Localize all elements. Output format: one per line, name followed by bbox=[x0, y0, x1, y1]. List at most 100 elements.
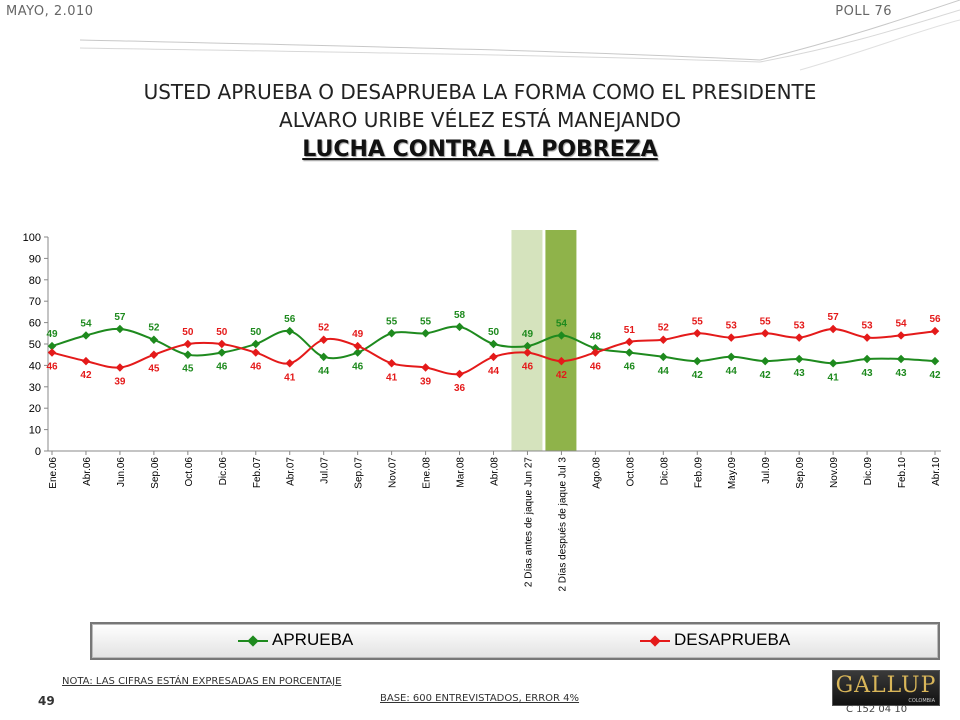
legend-aprueba-label: APRUEBA bbox=[272, 630, 354, 649]
x-tick-label: 2 Días después de jaque Jul 3 bbox=[557, 457, 568, 592]
data-point-desaprueba bbox=[251, 348, 261, 357]
data-point-desaprueba bbox=[455, 369, 464, 379]
data-label-desaprueba: 50 bbox=[216, 327, 228, 338]
data-label-aprueba: 46 bbox=[216, 362, 228, 373]
data-point-aprueba bbox=[760, 356, 770, 366]
data-label-aprueba: 45 bbox=[182, 364, 194, 375]
data-point-aprueba bbox=[896, 354, 906, 364]
data-point-desaprueba bbox=[828, 324, 838, 334]
x-tick-label: Ene.08 bbox=[422, 457, 433, 489]
y-tick-label: 70 bbox=[29, 296, 41, 308]
y-tick-label: 30 bbox=[29, 382, 41, 394]
data-label-aprueba: 56 bbox=[284, 314, 296, 325]
data-label-aprueba: 50 bbox=[250, 327, 262, 338]
x-tick-label: Abr.10 bbox=[931, 457, 942, 486]
data-point-desaprueba bbox=[862, 333, 872, 342]
data-label-aprueba: 42 bbox=[760, 370, 772, 381]
data-point-desaprueba bbox=[625, 337, 634, 347]
x-tick-label: Abr.07 bbox=[286, 457, 297, 486]
header-swoosh-decoration bbox=[79, 0, 960, 71]
gallup-logo: GALLUP COLOMBIA bbox=[832, 670, 940, 706]
page-number: 49 bbox=[38, 694, 55, 708]
data-label-aprueba: 55 bbox=[420, 316, 432, 327]
x-tick-label: 2 Días antes de jaque Jun 27 bbox=[523, 457, 534, 588]
data-label-desaprueba: 42 bbox=[80, 370, 92, 381]
data-label-aprueba: 52 bbox=[148, 323, 160, 334]
data-label-aprueba: 49 bbox=[522, 329, 534, 340]
data-point-aprueba bbox=[149, 335, 159, 344]
data-point-aprueba bbox=[421, 329, 430, 338]
data-point-desaprueba bbox=[760, 329, 770, 338]
x-tick-label: Jul.07 bbox=[320, 457, 331, 484]
data-point-aprueba bbox=[115, 324, 125, 334]
data-point-desaprueba bbox=[794, 333, 804, 342]
data-point-desaprueba bbox=[489, 352, 498, 362]
x-tick-label: Dic.08 bbox=[659, 457, 670, 486]
data-label-desaprueba: 36 bbox=[454, 383, 466, 394]
data-point-aprueba bbox=[794, 354, 804, 364]
title-line-2: ALVARO URIBE VÉLEZ ESTÁ MANEJANDO bbox=[279, 108, 681, 132]
title-line-1: USTED APRUEBA O DESAPRUEBA LA FORMA COMO… bbox=[143, 80, 817, 104]
data-label-aprueba: 49 bbox=[46, 329, 58, 340]
data-label-aprueba: 43 bbox=[794, 368, 806, 379]
data-label-desaprueba: 53 bbox=[862, 321, 874, 332]
legend-desaprueba-marker-icon bbox=[640, 634, 670, 647]
y-tick-label: 100 bbox=[23, 232, 41, 244]
data-label-aprueba: 46 bbox=[624, 362, 636, 373]
highlight-band-1 bbox=[511, 230, 543, 451]
data-point-desaprueba bbox=[353, 341, 362, 351]
x-tick-label: Jun.06 bbox=[116, 457, 127, 487]
x-tick-label: Ene.06 bbox=[48, 457, 59, 489]
y-tick-label: 50 bbox=[29, 339, 41, 351]
x-tick-label: Mar.08 bbox=[456, 457, 467, 488]
data-point-desaprueba bbox=[421, 363, 430, 372]
data-label-desaprueba: 53 bbox=[794, 321, 806, 332]
legend-desaprueba-label: DESAPRUEBA bbox=[674, 630, 791, 649]
data-point-desaprueba bbox=[387, 359, 396, 368]
data-point-desaprueba bbox=[693, 329, 702, 338]
logo-text: GALLUP bbox=[835, 673, 937, 698]
legend-aprueba-marker-icon bbox=[238, 634, 268, 647]
x-tick-label: Abr.08 bbox=[490, 457, 501, 486]
data-point-aprueba bbox=[828, 359, 838, 368]
data-label-desaprueba: 46 bbox=[522, 362, 534, 373]
data-point-aprueba bbox=[726, 352, 736, 362]
data-point-aprueba bbox=[285, 326, 294, 336]
data-label-aprueba: 44 bbox=[318, 366, 330, 377]
data-point-aprueba bbox=[47, 341, 57, 351]
chart-legend: APRUEBA DESAPRUEBA bbox=[90, 622, 940, 660]
data-point-aprueba bbox=[659, 352, 668, 362]
data-label-desaprueba: 56 bbox=[929, 314, 941, 325]
data-point-desaprueba bbox=[659, 335, 668, 344]
data-point-aprueba bbox=[557, 331, 566, 340]
x-tick-label: Nov.07 bbox=[388, 457, 399, 488]
data-label-aprueba: 50 bbox=[488, 327, 500, 338]
data-label-desaprueba: 42 bbox=[556, 370, 568, 381]
data-point-aprueba bbox=[693, 356, 702, 366]
data-label-desaprueba: 54 bbox=[895, 318, 907, 329]
data-point-aprueba bbox=[81, 331, 91, 340]
sample-base: BASE: 600 ENTREVISTADOS, ERROR 4% bbox=[380, 693, 580, 704]
data-label-aprueba: 41 bbox=[828, 372, 840, 383]
y-tick-label: 80 bbox=[29, 275, 41, 287]
x-tick-label: Feb.10 bbox=[897, 457, 908, 489]
data-label-desaprueba: 39 bbox=[114, 377, 126, 388]
data-point-aprueba bbox=[591, 344, 600, 353]
data-point-aprueba bbox=[251, 339, 261, 349]
data-label-desaprueba: 57 bbox=[828, 312, 840, 323]
y-tick-label: 60 bbox=[29, 318, 41, 330]
highlight-band-2 bbox=[545, 230, 577, 451]
footnote: NOTA: LAS CIFRAS ESTÁN EXPRESADAS EN POR… bbox=[62, 676, 342, 687]
logo-subtext: COLOMBIA bbox=[908, 698, 935, 704]
x-tick-label: May.09 bbox=[727, 457, 738, 489]
data-label-desaprueba: 51 bbox=[624, 325, 636, 336]
data-point-desaprueba bbox=[523, 348, 532, 357]
data-point-desaprueba bbox=[319, 335, 328, 344]
x-tick-label: Feb.09 bbox=[693, 457, 704, 489]
data-label-desaprueba: 45 bbox=[148, 364, 160, 375]
data-label-desaprueba: 55 bbox=[692, 316, 704, 327]
data-point-desaprueba bbox=[115, 363, 125, 372]
title-topic: LUCHA CONTRA LA POBREZA bbox=[302, 137, 658, 162]
data-label-desaprueba: 41 bbox=[386, 372, 398, 383]
x-tick-label: Dic.06 bbox=[218, 457, 229, 486]
